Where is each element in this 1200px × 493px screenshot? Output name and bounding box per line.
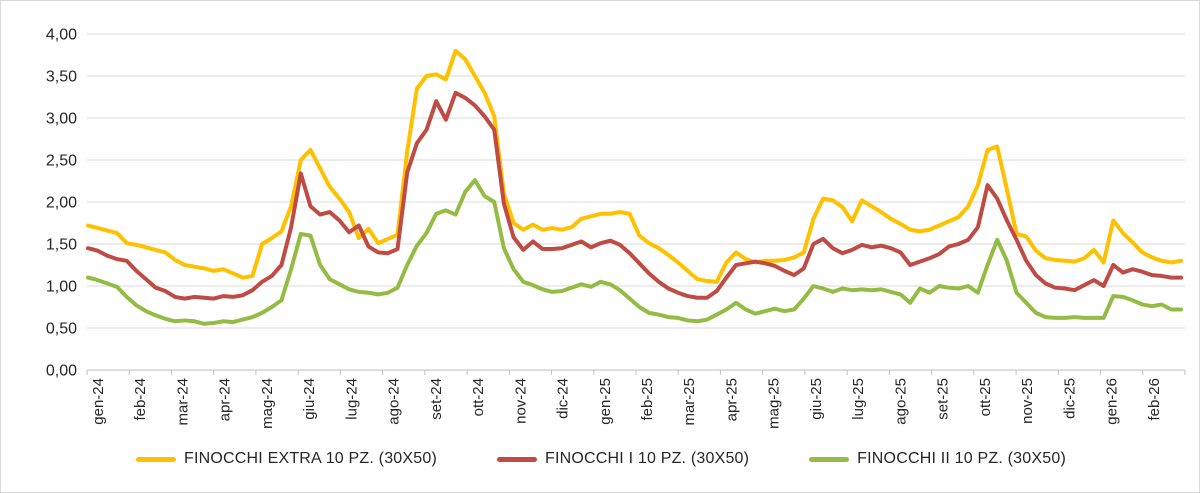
chart-legend: FINOCCHI EXTRA 10 PZ. (30X50) FINOCCHI I… [1,450,1199,468]
y-axis-label: 2,50 [46,153,77,170]
series-line-finocchi-i [86,90,1183,301]
y-axis-label: 1,00 [46,279,77,296]
x-axis-label: mar-24 [174,378,191,426]
x-axis-label: feb-24 [132,378,149,421]
x-axis-label: mar-25 [681,378,698,426]
x-axis-label: nov-24 [512,378,529,424]
y-axis-label: 0,00 [46,363,77,380]
x-axis-label: dic-25 [1061,378,1078,419]
series-line-finocchi-ii [86,178,1183,326]
x-axis-label: giu-24 [301,378,318,420]
y-axis-label: 3,50 [46,69,77,86]
x-axis-label: ago-25 [892,378,909,425]
legend-item-finocchi-i: FINOCCHI I 10 PZ. (30X50) [497,450,749,468]
x-axis-label: ott-25 [977,378,994,416]
x-axis-label: nov-25 [1019,378,1036,424]
legend-line-swatch-extra [136,456,177,462]
x-axis-label: lug-25 [850,378,867,420]
y-axis-label: 1,50 [46,237,77,254]
legend-label-ii: FINOCCHI II 10 PZ. (30X50) [857,450,1066,467]
y-axis-label: 2,00 [46,195,77,212]
x-axis-label: feb-26 [1146,378,1163,421]
x-axis-label: gen-25 [597,378,614,425]
x-axis-label: set-24 [428,378,445,420]
x-axis-label: ago-24 [386,378,403,425]
series-line-finocchi-extra [86,48,1183,284]
x-axis-label: mag-24 [259,378,276,429]
legend-line-swatch-i [497,456,537,462]
legend-item-finocchi-ii: FINOCCHI II 10 PZ. (30X50) [809,450,1066,468]
x-axis-label: giu-25 [808,378,825,420]
x-axis-label: gen-26 [1104,378,1121,425]
x-axis-label: gen-24 [90,378,107,425]
x-axis-label: apr-25 [723,378,740,421]
legend-label-i: FINOCCHI I 10 PZ. (30X50) [545,450,750,467]
y-axis-label: 0,50 [46,321,77,338]
x-axis-label: dic-24 [555,378,572,419]
x-axis-label: set-25 [935,378,952,420]
y-axis-label: 4,00 [46,27,77,44]
x-axis-label: apr-24 [217,378,234,421]
x-axis-label: mag-25 [766,378,783,429]
legend-label-extra: FINOCCHI EXTRA 10 PZ. (30X50) [184,450,437,467]
y-axis-label: 3,00 [46,111,77,128]
legend-item-finocchi-extra: FINOCCHI EXTRA 10 PZ. (30X50) [136,450,437,468]
legend-line-swatch-ii [809,456,850,462]
x-axis-label: ott-24 [470,378,487,416]
x-axis-label: lug-24 [343,378,360,420]
x-axis-label: feb-25 [639,378,656,421]
